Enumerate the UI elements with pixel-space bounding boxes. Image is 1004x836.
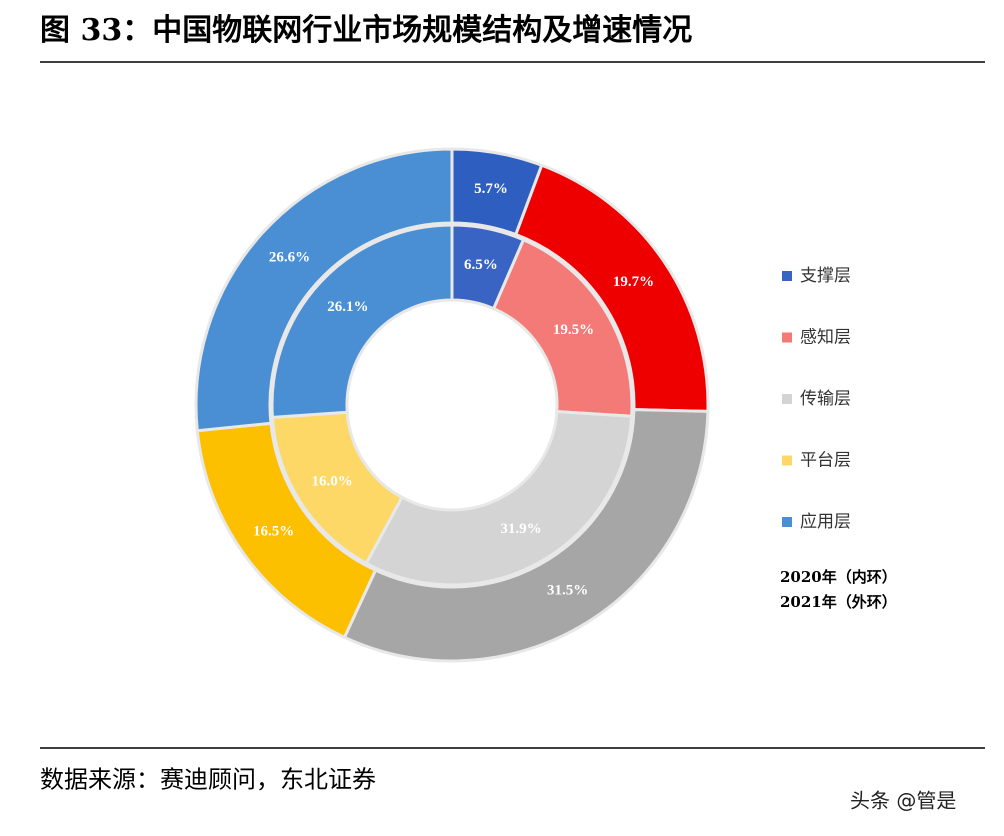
data-label: 19.7%: [613, 274, 654, 290]
series-name: 2021年（外环）: [780, 593, 897, 611]
legend-swatch: [782, 332, 792, 343]
donut-segment: [194, 147, 454, 433]
data-label: 16.0%: [312, 474, 353, 490]
data-label: 16.5%: [253, 523, 294, 539]
data-label: 26.6%: [269, 250, 310, 266]
data-label: 19.5%: [553, 322, 594, 338]
donut-segment: [270, 223, 454, 420]
legend-swatch: [782, 517, 792, 527]
legend-label: 支撑层: [800, 266, 851, 286]
data-label: 5.7%: [474, 181, 508, 197]
legend-label: 传输层: [800, 389, 851, 409]
legend-swatch: [782, 394, 792, 404]
data-label: 31.5%: [547, 582, 588, 598]
data-label: 31.9%: [500, 521, 541, 537]
legend-label: 应用层: [800, 512, 851, 532]
legend-label: 感知层: [800, 328, 851, 348]
donut-segment: [364, 410, 634, 587]
donut-segment: [342, 408, 710, 663]
data-label: 26.1%: [327, 299, 368, 315]
legend-swatch: [782, 455, 792, 466]
source: 数据来源：赛迪顾问，东北证券: [40, 766, 376, 794]
legend-swatch: [782, 271, 792, 281]
chart-title: 图 33：中国物联网行业市场规模结构及增速情况: [40, 13, 692, 48]
watermark: 头条 @管是: [850, 789, 956, 813]
legend-label: 平台层: [800, 451, 851, 471]
data-label: 6.5%: [464, 257, 498, 273]
series-name: 2020年（内环）: [780, 568, 897, 586]
